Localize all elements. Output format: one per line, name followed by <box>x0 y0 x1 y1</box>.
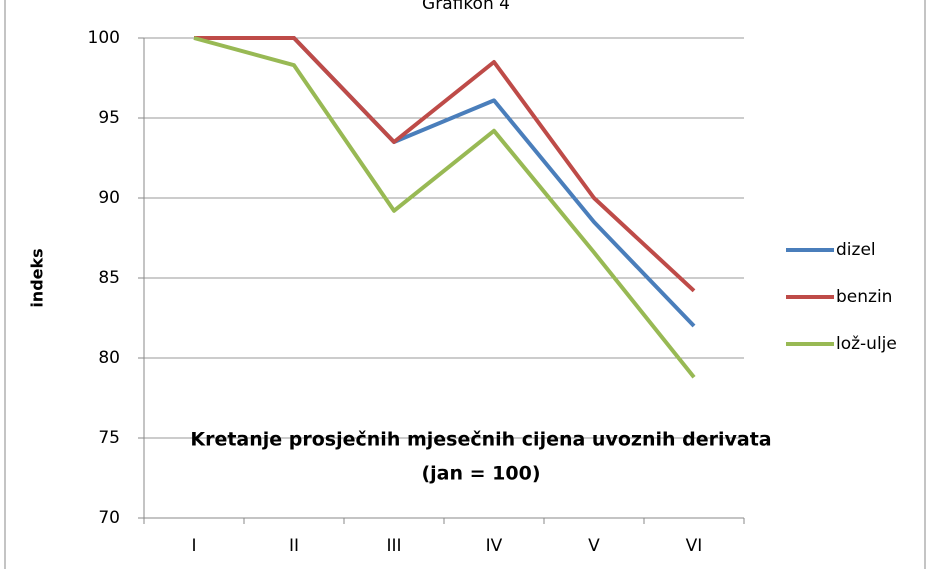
x-tick-label: III <box>386 536 401 556</box>
y-tick-label: 90 <box>98 188 120 208</box>
y-tick-label: 70 <box>98 508 120 528</box>
y-tick-label: 100 <box>88 28 120 48</box>
y-axis-label: indeks <box>28 248 47 307</box>
legend-label: benzin <box>836 287 892 307</box>
x-tick-label: IV <box>486 536 503 556</box>
x-tick-label: VI <box>686 536 703 556</box>
series-line <box>194 36 696 293</box>
y-tick-label: 85 <box>98 268 120 288</box>
series-line <box>193 36 696 379</box>
y-tick-label: 95 <box>98 108 120 128</box>
legend-label: dizel <box>836 240 876 260</box>
legend-label: lož-ulje <box>836 334 897 354</box>
x-tick-label: I <box>191 536 196 556</box>
x-tick-label: II <box>289 536 299 556</box>
annotation: (jan = 100) <box>421 463 540 485</box>
y-tick-label: 80 <box>98 348 120 368</box>
y-tick-label: 75 <box>98 428 120 448</box>
chart-subtitle: Kretanje prosječnih mjesečnih cijena uvo… <box>190 429 771 451</box>
chart-title: Grafikon 4 <box>422 0 510 14</box>
chart-frame <box>4 0 926 569</box>
x-tick-label: V <box>588 536 600 556</box>
